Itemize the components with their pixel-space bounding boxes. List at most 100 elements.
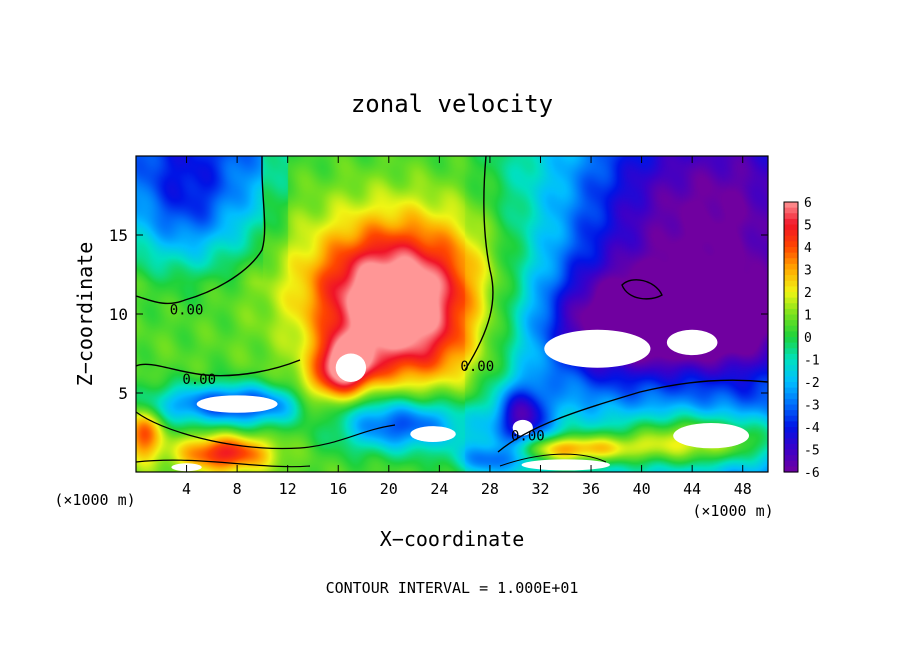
- colorbar-swatch: [784, 460, 798, 467]
- colorbar-swatch: [784, 365, 798, 372]
- colorbar-tick-label--4: -4: [804, 421, 820, 436]
- colorbar-swatch: [784, 348, 798, 355]
- y-axis-label: Z−coordinate: [73, 242, 97, 387]
- x-tick-label-16: 16: [329, 480, 347, 498]
- x-tick-label-48: 48: [734, 480, 752, 498]
- colorbar-frame: [783, 201, 799, 473]
- colorbar-swatch: [784, 427, 798, 434]
- contour-label-2: 0.00: [460, 359, 494, 375]
- colorbar-swatch: [784, 398, 798, 406]
- colorbar-tick-label-3: 3: [804, 264, 812, 279]
- colorbar-swatch: [784, 370, 798, 377]
- colorbar-swatch: [784, 258, 798, 265]
- colorbar-swatch: [784, 241, 798, 248]
- colorbar-swatch: [784, 342, 798, 349]
- x-tick-label-20: 20: [380, 480, 398, 498]
- colorbar: 6 5 4 3 2 1 0 -1 -2 -3 -4 -5 -6: [783, 196, 820, 481]
- colorbar-swatch: [784, 455, 798, 462]
- colorbar-swatch: [784, 202, 798, 209]
- saturated-region-7: [521, 459, 610, 471]
- colorbar-swatch: [784, 449, 798, 456]
- y-tick-label-5: 5: [118, 384, 128, 403]
- colorbar-swatch: [784, 224, 798, 231]
- x-tick-label-28: 28: [481, 480, 499, 498]
- contour-label-1: 0.00: [182, 372, 216, 388]
- x-axis-label: X−coordinate: [380, 527, 525, 551]
- colorbar-swatch: [784, 247, 798, 254]
- y-tick-label-10: 10: [109, 305, 128, 324]
- colorbar-swatch: [784, 218, 798, 226]
- colorbar-swatch: [784, 387, 798, 394]
- colorbar-swatch: [784, 280, 798, 287]
- colorbar-tick-label-0: 0: [804, 331, 812, 346]
- x-tick-label-4: 4: [182, 480, 191, 498]
- x-tick-label-32: 32: [531, 480, 549, 498]
- colorbar-swatch: [784, 331, 798, 338]
- colorbar-swatch: [784, 303, 798, 310]
- colorbar-tick-label-4: 4: [804, 241, 812, 256]
- colorbar-swatch: [784, 297, 798, 304]
- colorbar-swatch: [784, 353, 798, 361]
- colorbar-swatch: [784, 359, 798, 366]
- y-tick-label-15: 15: [109, 226, 128, 245]
- x-tick-label-40: 40: [633, 480, 651, 498]
- contour-labels: 0.00 0.00 0.00 0.00: [170, 302, 545, 444]
- colorbar-tick-label--6: -6: [804, 466, 820, 481]
- colorbar-swatch: [784, 404, 798, 411]
- colorbar-swatch: [784, 421, 798, 428]
- colorbar-tick-label--1: -1: [804, 354, 820, 369]
- x-tick-label-44: 44: [683, 480, 701, 498]
- heatmap-field: [136, 156, 768, 472]
- colorbar-swatch: [784, 207, 798, 214]
- saturated-region-6: [673, 423, 750, 449]
- contour-interval-footer: CONTOUR INTERVAL = 1.000E+01: [326, 579, 579, 597]
- saturated-region-0: [335, 353, 367, 382]
- x-tick-label-12: 12: [279, 480, 297, 498]
- colorbar-tick-label-1: 1: [804, 309, 812, 324]
- contour-label-3: 0.00: [511, 429, 545, 445]
- colorbar-swatch: [784, 382, 798, 389]
- colorbar-tick-label--2: -2: [804, 376, 820, 391]
- x-axis: 4 8 12 16 20 24 28 32 36 40 44 48: [182, 156, 752, 498]
- colorbar-swatch: [784, 308, 798, 316]
- colorbar-swatch: [784, 337, 798, 344]
- colorbar-swatch: [784, 275, 798, 282]
- colorbar-swatch: [784, 466, 798, 473]
- colorbar-swatch: [784, 376, 798, 383]
- colorbar-tick-label-5: 5: [804, 219, 812, 234]
- colorbar-swatch: [784, 314, 798, 321]
- colorbar-swatch: [784, 292, 798, 299]
- x-unit-label-right: (×1000 m): [692, 502, 773, 520]
- x-tick-label-24: 24: [430, 480, 448, 498]
- saturated-region-2: [410, 426, 456, 442]
- colorbar-tick-label--5: -5: [804, 444, 820, 459]
- saturated-region-4: [666, 329, 718, 356]
- saturated-region-3: [544, 329, 651, 368]
- x-unit-label-left: (×1000 m): [54, 491, 135, 509]
- plot-area: 0.00 0.00 0.00 0.00: [135, 155, 769, 473]
- colorbar-swatch: [784, 269, 798, 276]
- colorbar-swatch: [784, 393, 798, 400]
- colorbar-swatch: [784, 415, 798, 422]
- colorbar-swatch: [784, 410, 798, 417]
- colorbar-tick-label-6: 6: [804, 196, 812, 211]
- chart-title: zonal velocity: [351, 90, 553, 118]
- colorbar-tick-label-2: 2: [804, 286, 812, 301]
- colorbar-tick-label--3: -3: [804, 399, 820, 414]
- colorbar-swatch: [784, 230, 798, 237]
- saturated-region-1: [196, 395, 278, 413]
- colorbar-swatch: [784, 252, 798, 259]
- x-tick-label-8: 8: [233, 480, 242, 498]
- zero-contour-lines: [136, 156, 768, 468]
- colorbar-swatch: [784, 235, 798, 242]
- colorbar-swatch: [784, 263, 798, 271]
- colorbar-swatch: [784, 213, 798, 220]
- y-axis: 5 10 15: [109, 226, 768, 403]
- colorbar-swatch: [784, 438, 798, 445]
- x-tick-label-36: 36: [582, 480, 600, 498]
- saturation-layer: [171, 329, 750, 472]
- colorbar-swatch: [784, 443, 798, 451]
- colorbar-swatch: [784, 286, 798, 293]
- colorbar-swatch: [784, 325, 798, 332]
